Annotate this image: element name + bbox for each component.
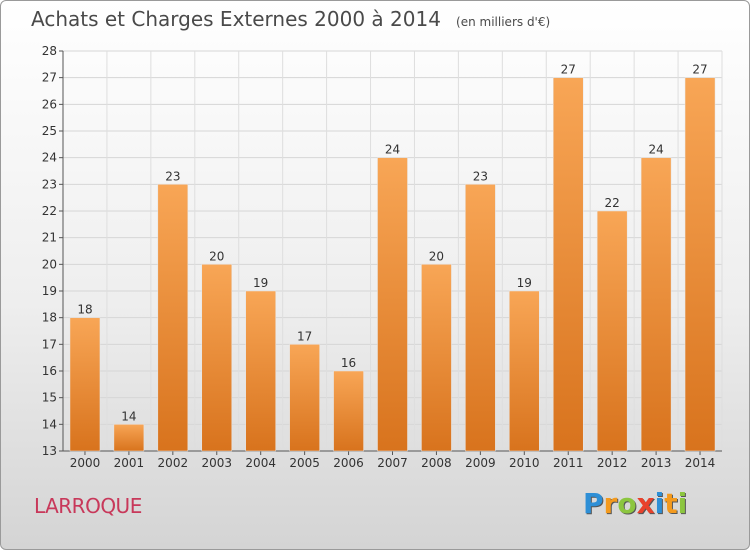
logo-letter: x [636, 487, 655, 520]
x-tick-label: 2004 [245, 456, 276, 470]
y-tick-label: 24 [42, 151, 57, 165]
bar [157, 184, 189, 452]
bar [509, 290, 540, 452]
bar [245, 290, 276, 452]
logo-letter: P [583, 487, 604, 520]
logo-letter: o [617, 487, 637, 520]
y-tick-label: 27 [42, 71, 57, 85]
logo-letter: r [603, 487, 618, 520]
data-label: 23 [473, 169, 488, 183]
y-tick-label: 25 [42, 124, 57, 138]
chart-subtitle: (en milliers d'€) [456, 15, 551, 29]
bar [333, 370, 364, 452]
y-tick-label: 13 [42, 444, 57, 458]
x-tick-label: 2010 [509, 456, 540, 470]
y-tick-label: 15 [42, 391, 57, 405]
y-tick-label: 14 [42, 417, 57, 431]
x-tick-label: 2014 [685, 456, 716, 470]
y-tick-label: 26 [42, 97, 57, 111]
x-tick-label: 2000 [70, 456, 101, 470]
data-label: 27 [692, 63, 707, 77]
data-label: 17 [297, 329, 312, 343]
bar [113, 424, 145, 452]
data-label: 20 [429, 249, 444, 263]
y-tick-label: 16 [42, 364, 57, 378]
x-tick-label: 2013 [641, 456, 672, 470]
bar [684, 77, 716, 452]
x-tick-label: 2007 [377, 456, 408, 470]
data-label: 22 [605, 196, 620, 210]
x-tick-label: 2002 [158, 456, 189, 470]
data-label: 24 [648, 143, 663, 157]
x-tick-label: 2008 [421, 456, 452, 470]
chart-title: Achats et Charges Externes 2000 à 2014 [31, 7, 441, 31]
data-label: 24 [385, 143, 400, 157]
logo-letter: t [664, 487, 678, 520]
y-tick-label: 20 [42, 257, 57, 271]
bars [69, 77, 716, 452]
commune-name: LARROQUE [34, 494, 142, 518]
x-tick-label: 2005 [289, 456, 320, 470]
bar [377, 157, 408, 452]
data-label: 23 [165, 169, 180, 183]
y-tick-label: 21 [42, 231, 57, 245]
bar [421, 264, 452, 452]
data-label: 19 [253, 276, 268, 290]
y-tick-label: 23 [42, 177, 57, 191]
logo-letter: i [677, 487, 688, 520]
data-label: 27 [561, 63, 576, 77]
bar [596, 210, 628, 452]
bar [201, 264, 233, 452]
x-tick-label: 2012 [597, 456, 628, 470]
logo-letter: i [654, 487, 665, 520]
data-label: 18 [77, 303, 92, 317]
x-tick-label: 2009 [465, 456, 496, 470]
x-tick-label: 2003 [201, 456, 232, 470]
bar [465, 184, 496, 452]
bar [69, 317, 101, 452]
y-tick-label: 22 [42, 204, 57, 218]
bar [552, 77, 584, 452]
bar [640, 157, 672, 452]
data-label: 19 [517, 276, 532, 290]
y-tick-label: 18 [42, 311, 57, 325]
x-tick-label: 2001 [114, 456, 145, 470]
labels: 13 14 15 16 17 18 19 20 21 22 23 24 25 26 27 28 18 2000 14… [42, 44, 716, 470]
title-row: Achats et Charges Externes 2000 à 2014 (… [31, 7, 550, 31]
y-tick-label: 17 [42, 337, 57, 351]
data-label: 20 [209, 249, 224, 263]
bar [289, 344, 320, 452]
x-tick-label: 2006 [333, 456, 364, 470]
data-label: 16 [341, 356, 356, 370]
y-tick-label: 19 [42, 284, 57, 298]
x-tick-label: 2011 [553, 456, 584, 470]
y-tick-label: 28 [42, 44, 57, 58]
proxiti-logo[interactable]: Proxiti [583, 487, 687, 520]
data-label: 14 [121, 409, 136, 423]
